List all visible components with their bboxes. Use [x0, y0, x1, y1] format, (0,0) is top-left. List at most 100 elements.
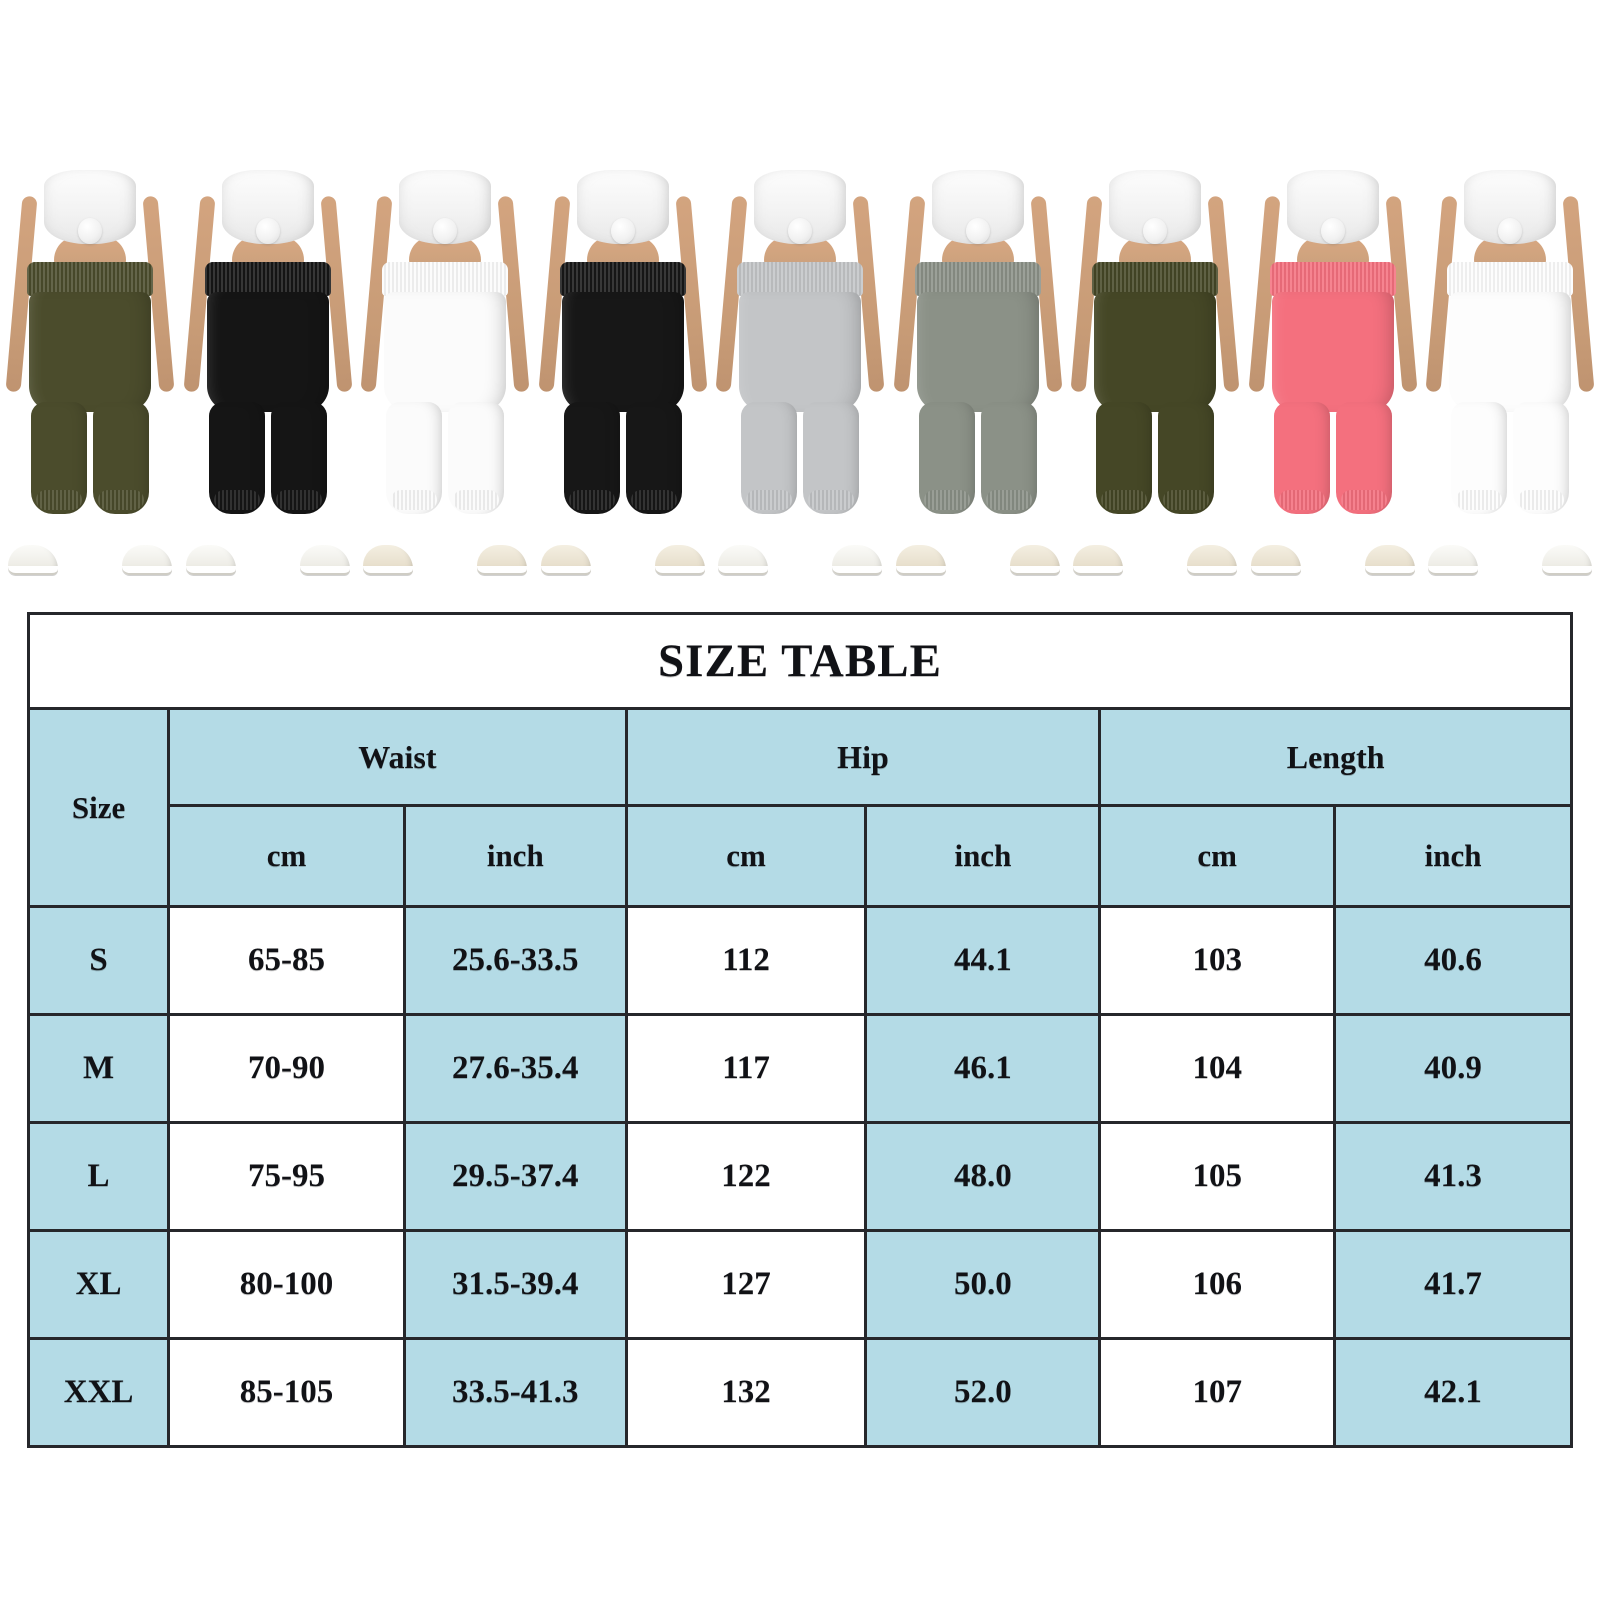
product-model-photo: [1069, 170, 1241, 575]
pants-elastic-waistband: [914, 262, 1041, 296]
model-sneaker-left: [1428, 545, 1478, 575]
cell-length-inch: 41.3: [1333, 1121, 1573, 1232]
pants-hip-section: [1271, 292, 1394, 412]
pants-hip-section: [1449, 292, 1571, 412]
unit-header-hip-inch: inch: [864, 804, 1102, 908]
column-group-hip: Hip: [624, 707, 1102, 807]
pants-cuff-left: [568, 490, 615, 510]
size-label-cell: XL: [26, 1229, 171, 1340]
model-top-knot: [610, 218, 635, 244]
cell-length-cm: 105: [1098, 1121, 1337, 1232]
cell-length-cm: 104: [1098, 1013, 1337, 1124]
pants-cuff-left: [391, 490, 437, 510]
size-table-body: S 65-85 25.6-33.5 112 44.1 103 40.6 M 70-90 27.6-…: [26, 905, 1573, 1448]
cell-hip-inch: 50.0: [864, 1229, 1102, 1340]
product-model-photo: [714, 170, 886, 575]
pants-elastic-waistband: [1447, 262, 1573, 296]
cell-length-cm: 107: [1098, 1337, 1337, 1448]
cell-waist-cm: 70-90: [167, 1013, 406, 1124]
cell-length-cm: 103: [1098, 905, 1337, 1016]
model-top-knot: [1498, 218, 1522, 244]
unit-header-hip-cm: cm: [624, 804, 868, 908]
cell-hip-cm: 127: [624, 1229, 868, 1340]
pants-hip-section: [384, 292, 506, 412]
model-sneaker-left: [363, 545, 413, 575]
table-row: S 65-85 25.6-33.5 112 44.1 103 40.6: [26, 905, 1573, 1016]
pants-cuff-left: [213, 490, 260, 510]
model-sneaker-right: [1542, 545, 1592, 575]
model-sneaker-left: [8, 545, 58, 575]
table-unit-header-row: cm inch cm inch cm inch: [29, 804, 1573, 908]
table-row: L 75-95 29.5-37.4 122 48.0 105 41.3: [26, 1121, 1573, 1232]
product-sweatpants: [382, 262, 508, 514]
model-top-knot: [1320, 218, 1345, 244]
product-model-photo: [182, 170, 354, 575]
model-sneaker-right: [122, 545, 172, 575]
product-sweatpants: [737, 262, 863, 514]
product-model-photo: [359, 170, 531, 575]
pants-cuff-left: [1278, 490, 1325, 510]
pants-cuff-right: [453, 490, 499, 510]
pants-cuff-right: [1163, 490, 1209, 510]
pants-elastic-waistband: [1269, 262, 1396, 296]
cell-waist-cm: 80-100: [167, 1229, 406, 1340]
size-label-cell: L: [26, 1121, 171, 1232]
pants-cuff-right: [275, 490, 322, 510]
cell-waist-inch: 31.5-39.4: [402, 1229, 628, 1340]
table-row: XL 80-100 31.5-39.4 127 50.0 106 41.7: [26, 1229, 1573, 1340]
model-sneaker-right: [299, 545, 350, 575]
model-top-knot: [78, 218, 102, 244]
cell-hip-cm: 112: [624, 905, 868, 1016]
model-top-knot: [433, 218, 457, 244]
unit-header-waist-inch: inch: [402, 804, 628, 908]
product-sweatpants: [27, 262, 153, 514]
model-sneaker-right: [1187, 545, 1237, 575]
product-sweatpants: [1269, 262, 1396, 514]
pants-cuff-left: [1456, 490, 1502, 510]
pants-cuff-right: [808, 490, 854, 510]
product-model-photo: [537, 170, 709, 575]
cell-waist-cm: 85-105: [167, 1337, 406, 1448]
pants-cuff-right: [630, 490, 677, 510]
model-top-knot: [1143, 218, 1167, 244]
cell-hip-cm: 132: [624, 1337, 868, 1448]
product-sweatpants: [204, 262, 331, 514]
model-sneaker-right: [1364, 545, 1415, 575]
pants-cuff-left: [36, 490, 82, 510]
column-header-size: Size: [26, 707, 171, 908]
pants-cuff-left: [923, 490, 970, 510]
product-sweatpants: [1447, 262, 1573, 514]
size-label-cell: S: [26, 905, 171, 1016]
pants-cuff-left: [1101, 490, 1147, 510]
pants-elastic-waistband: [204, 262, 331, 296]
size-label-cell: M: [26, 1013, 171, 1124]
model-sneaker-left: [540, 545, 591, 575]
pants-hip-section: [206, 292, 329, 412]
pants-elastic-waistband: [737, 262, 863, 296]
cell-waist-inch: 29.5-37.4: [402, 1121, 628, 1232]
cell-hip-inch: 44.1: [864, 905, 1102, 1016]
cell-length-inch: 41.7: [1333, 1229, 1573, 1340]
pants-cuff-left: [746, 490, 792, 510]
pants-cuff-right: [1340, 490, 1387, 510]
column-group-waist: Waist: [167, 707, 628, 807]
model-sneaker-right: [477, 545, 527, 575]
model-sneaker-left: [1250, 545, 1301, 575]
column-group-length: Length: [1098, 707, 1573, 807]
product-model-photo: [892, 170, 1064, 575]
pants-hip-section: [739, 292, 861, 412]
table-group-header-row: Size Waist Hip Length: [26, 707, 1573, 908]
product-sweatpants: [559, 262, 686, 514]
pants-cuff-right: [985, 490, 1032, 510]
pants-hip-section: [916, 292, 1039, 412]
cell-length-cm: 106: [1098, 1229, 1337, 1340]
cell-waist-inch: 27.6-35.4: [402, 1013, 628, 1124]
cell-hip-inch: 48.0: [864, 1121, 1102, 1232]
unit-header-length-cm: cm: [1098, 804, 1337, 908]
pants-elastic-waistband: [559, 262, 686, 296]
model-top-knot: [965, 218, 990, 244]
cell-hip-cm: 122: [624, 1121, 868, 1232]
table-title-row: SIZE TABLE: [27, 612, 1573, 710]
pants-elastic-waistband: [27, 262, 153, 296]
unit-header-length-inch: inch: [1333, 804, 1573, 908]
